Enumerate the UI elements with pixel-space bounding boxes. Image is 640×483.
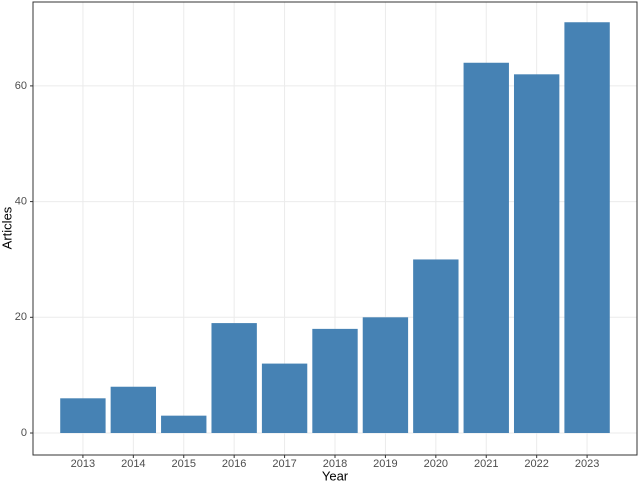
bar [110,386,157,434]
y-axis-title: Articles [0,206,14,249]
y-tick-label: 60 [15,80,27,92]
panel-border [32,1,638,456]
x-tick-label: 2023 [575,458,599,470]
bar [261,363,308,434]
x-tick-label: 2017 [272,458,296,470]
bar [362,317,409,434]
x-tick-label: 2020 [424,458,448,470]
bar [513,74,560,434]
x-tick-label: 2016 [222,458,246,470]
bar [312,328,358,434]
bar [60,398,106,434]
bar [413,259,459,434]
x-tick-label: 2019 [373,458,397,470]
y-tick-label: 40 [15,196,27,208]
x-axis-title: Year [322,468,349,483]
x-tick-label: 2014 [121,458,145,470]
bar [564,22,610,434]
x-tick-label: 2021 [474,458,498,470]
bar [211,323,257,434]
x-tick-label: 2018 [323,458,347,470]
bar [161,415,207,434]
x-tick-label: 2022 [524,458,548,470]
y-tick-label: 20 [15,311,27,323]
x-tick-label: 2013 [71,458,95,470]
bar [463,62,509,434]
y-tick-label: 0 [21,427,27,439]
x-tick-label: 2015 [172,458,196,470]
